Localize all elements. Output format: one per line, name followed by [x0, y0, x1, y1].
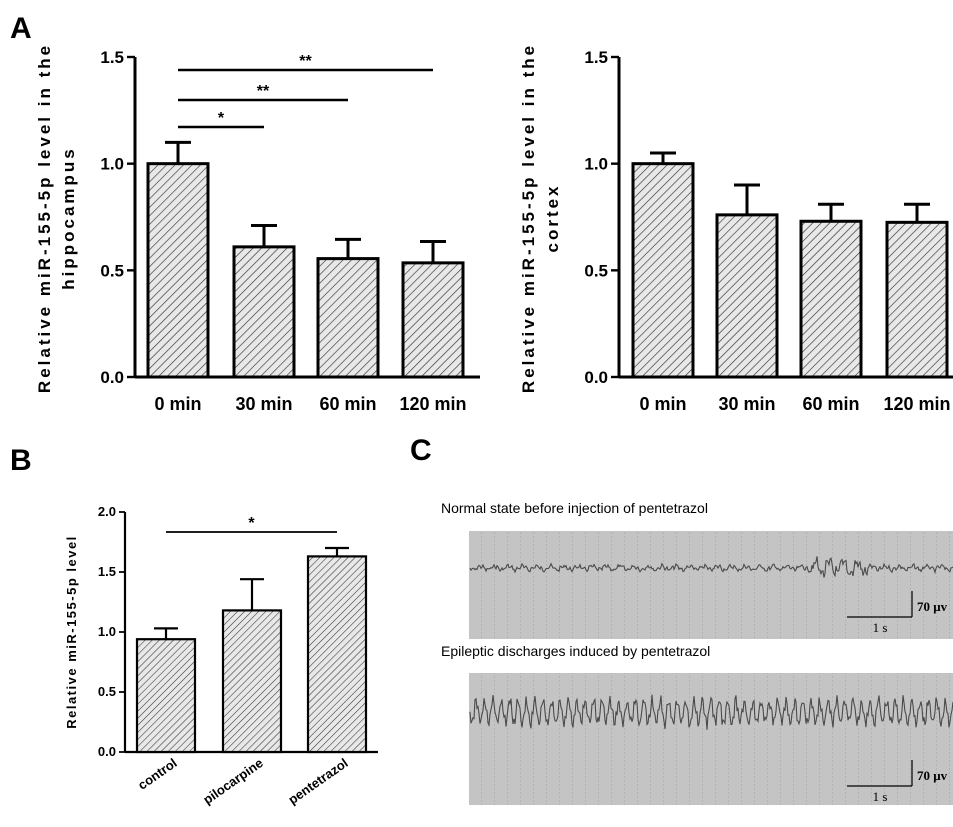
y-tick-label: 0.5: [98, 684, 116, 699]
x-tick-label: control: [135, 755, 180, 793]
eeg-epileptic-trace: [469, 694, 953, 730]
y-axis-label-line-1: Relative miR-155-5p level in the: [35, 43, 54, 393]
panel-letter-c: C: [410, 434, 432, 467]
y-tick-label: 1.0: [100, 155, 124, 174]
y-tick-label: 1.5: [98, 564, 116, 579]
bar-120-min: [401, 261, 465, 379]
significance-bracket: **: [178, 83, 348, 102]
panel-letter-a: A: [10, 12, 32, 45]
eeg-epileptic-caption: Epileptic discharges induced by pentetra…: [441, 643, 710, 659]
amplitude-scale-label: 70 μv: [917, 768, 948, 783]
significance-label: **: [299, 53, 312, 70]
bar-0-min: [146, 162, 210, 379]
significance-label: *: [248, 515, 255, 532]
x-tick-label: 0 min: [154, 394, 201, 414]
x-tick-label: pilocarpine: [200, 755, 265, 807]
bar-60-min: [799, 219, 863, 379]
bar-pentetrazol: [306, 555, 368, 754]
x-tick-label: 60 min: [802, 394, 859, 414]
eeg-epileptic-scale-bar: 1 s 70 μv: [847, 760, 948, 804]
x-tick-label: 30 min: [235, 394, 292, 414]
bar-0-min: [631, 162, 695, 379]
y-tick-label: 2.0: [98, 504, 116, 519]
y-axis-label: Relative miR-155-5p level in the cortex: [519, 43, 562, 393]
y-tick-label: 1.0: [584, 155, 608, 174]
amplitude-scale-label: 70 μv: [917, 599, 948, 614]
y-tick-label: 0.5: [100, 261, 124, 280]
x-tick-label: 60 min: [319, 394, 376, 414]
eeg-normal-caption: Normal state before injection of pentetr…: [441, 500, 708, 516]
y-axis-label: Relative miR-155-5p level in the hippoca…: [35, 43, 78, 393]
x-tick-label: 120 min: [883, 394, 950, 414]
bar-control: [135, 638, 197, 754]
eeg-normal-scale-bar: 1 s 70 μv: [847, 591, 948, 635]
y-axis-label-line-1: Relative miR-155-5p level in the: [519, 43, 538, 393]
x-tick-label: 120 min: [399, 394, 466, 414]
panel-letter-b: B: [10, 444, 32, 477]
y-tick-label: 1.5: [100, 48, 124, 67]
y-axis-label-line-2: hippocampus: [59, 146, 78, 290]
bars: [135, 546, 368, 754]
significance-bracket: *: [166, 515, 337, 533]
significance-bracket: **: [178, 53, 433, 72]
significance-bracket: *: [178, 110, 264, 129]
y-tick-label: 0.5: [584, 261, 608, 280]
y-tick-label: 0.0: [98, 744, 116, 759]
chart-cortex: Relative miR-155-5p level in the cortex …: [519, 43, 953, 414]
x-tick-label: 0 min: [639, 394, 686, 414]
chart-hippocampus: Relative miR-155-5p level in the hippoca…: [35, 43, 480, 414]
y-axis-label: Relative miR-155-5p level: [64, 535, 79, 729]
chart-treatments: Relative miR-155-5p level 0.0 0.5 1.0 1.5 2.…: [64, 504, 378, 807]
bar-pilocarpine: [221, 609, 283, 754]
eeg-normal-panel: Normal state before injection of pentetr…: [441, 500, 953, 639]
bars: [146, 140, 465, 379]
time-scale-label: 1 s: [873, 620, 888, 635]
y-tick-label: 1.0: [98, 624, 116, 639]
eeg-normal-background: [469, 531, 953, 639]
bar-30-min: [232, 245, 296, 379]
bar-120-min: [885, 220, 949, 379]
eeg-epileptic-background: [469, 673, 953, 805]
significance-label: **: [257, 83, 270, 100]
x-tick-label: pentetrazol: [285, 755, 350, 807]
x-tick-label: 30 min: [718, 394, 775, 414]
y-tick-label: 0.0: [100, 368, 124, 387]
y-tick-label: 1.5: [584, 48, 608, 67]
eeg-normal-trace: [469, 556, 953, 578]
significance-label: *: [218, 110, 225, 127]
y-axis-label-line-2: cortex: [543, 183, 562, 252]
bars: [631, 151, 949, 379]
bar-30-min: [715, 213, 779, 379]
time-scale-label: 1 s: [873, 789, 888, 804]
y-tick-label: 0.0: [584, 368, 608, 387]
eeg-epileptic-panel: Epileptic discharges induced by pentetra…: [441, 643, 953, 805]
bar-60-min: [316, 257, 380, 379]
